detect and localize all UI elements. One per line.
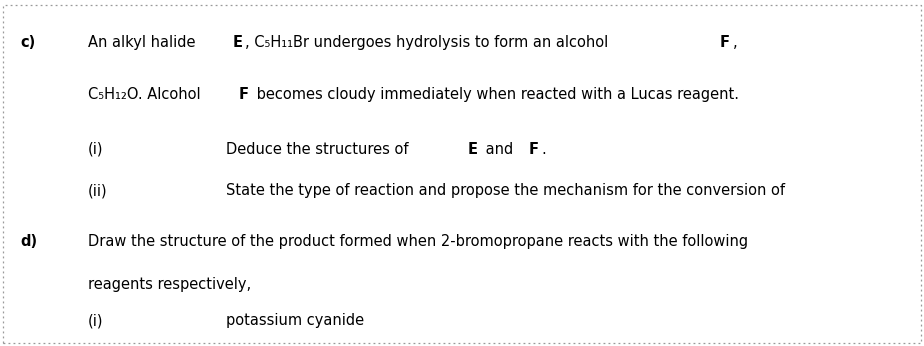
Text: becomes cloudy immediately when reacted with a Lucas reagent.: becomes cloudy immediately when reacted … <box>252 86 739 102</box>
Text: F: F <box>529 142 539 157</box>
Text: reagents respectively,: reagents respectively, <box>88 277 251 292</box>
Text: and: and <box>480 142 517 157</box>
Text: Draw the structure of the product formed when 2-bromopropane reacts with the fol: Draw the structure of the product formed… <box>88 234 748 249</box>
Text: c): c) <box>20 35 36 50</box>
Text: F: F <box>720 35 730 50</box>
Text: State the type of reaction and propose the mechanism for the conversion of: State the type of reaction and propose t… <box>226 183 790 199</box>
Text: F: F <box>239 86 249 102</box>
Text: potassium cyanide: potassium cyanide <box>226 313 364 328</box>
Text: An alkyl halide: An alkyl halide <box>88 35 200 50</box>
Text: .: . <box>541 142 546 157</box>
Bar <box>3 5 921 343</box>
Text: d): d) <box>20 234 38 249</box>
Text: , C₅H₁₁Br undergoes hydrolysis to form an alcohol: , C₅H₁₁Br undergoes hydrolysis to form a… <box>246 35 614 50</box>
Text: (i): (i) <box>88 313 103 328</box>
Text: ,: , <box>733 35 737 50</box>
Text: Deduce the structures of: Deduce the structures of <box>226 142 414 157</box>
Text: E: E <box>233 35 242 50</box>
Text: C₅H₁₂O. Alcohol: C₅H₁₂O. Alcohol <box>88 86 205 102</box>
Text: (ii): (ii) <box>88 183 107 199</box>
Text: E: E <box>468 142 478 157</box>
Text: (i): (i) <box>88 142 103 157</box>
